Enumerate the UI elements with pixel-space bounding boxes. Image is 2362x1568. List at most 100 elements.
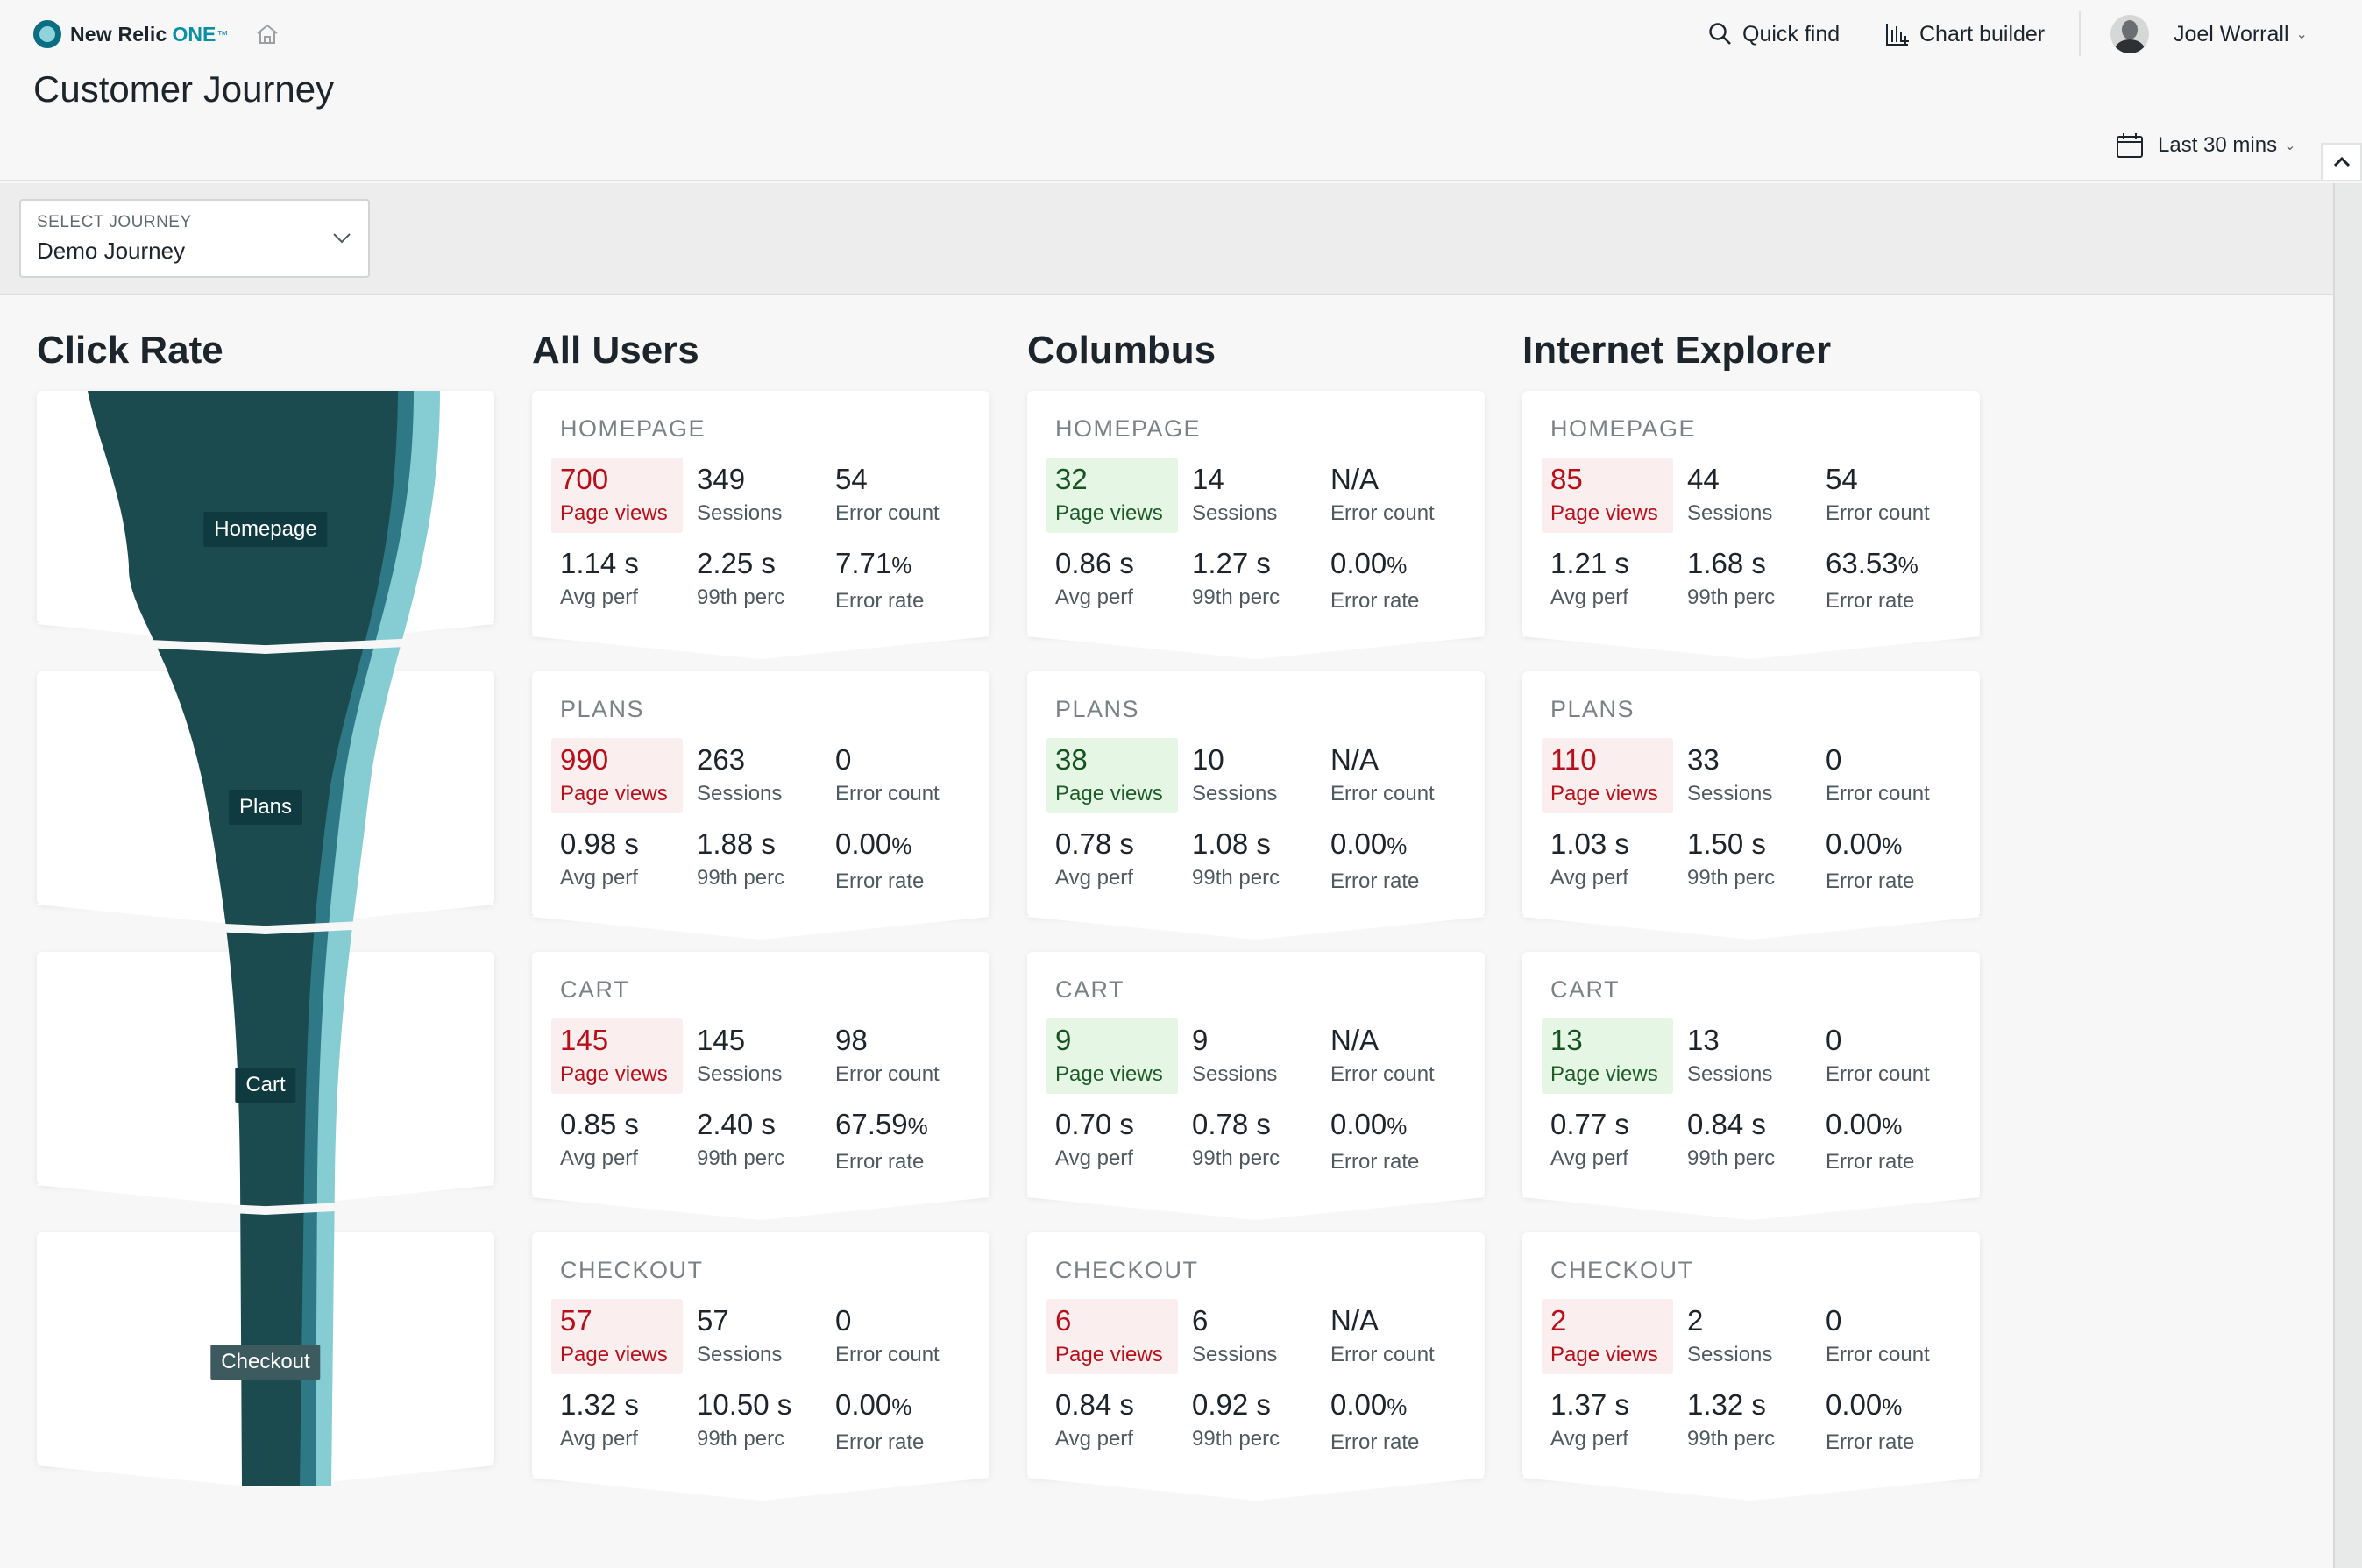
journey-select-label: SELECT JOURNEY [37, 213, 192, 231]
quick-find-button[interactable]: Quick find [1707, 18, 1840, 51]
error-rate-value: 0.00 [1826, 1388, 1883, 1421]
error-count-label: Error count [1330, 1062, 1435, 1086]
journey-select[interactable]: SELECT JOURNEY Demo Journey [19, 199, 370, 278]
avg-perf-label: Avg perf [1550, 1427, 1628, 1451]
page-views-value: 110 [1550, 743, 1597, 776]
page-views-value: 990 [560, 743, 609, 776]
step-name: CART [1055, 976, 1125, 1003]
new-relic-logo[interactable]: New Relic ONE ™ [33, 19, 228, 49]
chart-builder-icon [1886, 24, 1909, 46]
error-count-label: Error count [1826, 1343, 1930, 1366]
step-name: CHECKOUT [1550, 1257, 1694, 1283]
avg-perf-value: 1.03 s [1550, 827, 1629, 860]
funnel-label-checkout: Checkout [210, 1345, 321, 1380]
p99-label: 99th perc [697, 1146, 785, 1170]
filter-bar: SELECT JOURNEY Demo Journey [0, 183, 2362, 295]
user-menu[interactable]: Joel Worrall ⌄ [2110, 15, 2308, 53]
error-rate-metric: 0.00% Error rate [835, 1383, 967, 1458]
error-count-value: 54 [835, 463, 868, 495]
error-count-metric: 0 Error count [1826, 1018, 1957, 1094]
error-rate-value: 0.00 [1826, 827, 1883, 860]
page-views-value: 85 [1550, 463, 1583, 495]
avg-perf-metric: 1.14 s Avg perf [560, 542, 692, 617]
collapse-button[interactable] [2321, 143, 2362, 181]
error-rate-value: 67.59 [835, 1108, 908, 1140]
p99-metric: 1.68 s 99th perc [1687, 542, 1819, 617]
chevron-up-icon [2333, 156, 2350, 167]
step-card-internet-explorer-cart[interactable]: CART 13 Page views 13 Sessions 0 Error c… [1522, 952, 1980, 1197]
step-card-columbus-cart[interactable]: CART 9 Page views 9 Sessions N/A Error c… [1027, 952, 1485, 1197]
avg-perf-metric: 1.32 s Avg perf [560, 1383, 692, 1458]
sessions-metric: 14 Sessions [1192, 458, 1323, 533]
p99-label: 99th perc [1192, 1427, 1280, 1451]
sessions-label: Sessions [1192, 782, 1278, 805]
error-count-metric: 98 Error count [835, 1018, 967, 1094]
avg-perf-metric: 1.37 s Avg perf [1550, 1383, 1682, 1458]
p99-label: 99th perc [1192, 585, 1280, 609]
percent-sign: % [1387, 1113, 1408, 1139]
error-count-metric: N/A Error count [1330, 458, 1462, 533]
error-count-metric: N/A Error count [1330, 1018, 1462, 1094]
p99-label: 99th perc [697, 1427, 785, 1451]
step-card-internet-explorer-checkout[interactable]: CHECKOUT 2 Page views 2 Sessions 0 Error… [1522, 1232, 1980, 1478]
error-rate-value: 0.00 [1826, 1108, 1883, 1140]
sessions-metric: 349 Sessions [697, 458, 828, 533]
error-rate-value: 63.53 [1826, 547, 1898, 579]
step-card-columbus-homepage[interactable]: HOMEPAGE 32 Page views 14 Sessions N/A E… [1027, 391, 1485, 636]
sessions-metric: 263 Sessions [697, 738, 828, 813]
error-count-value: 54 [1826, 463, 1858, 495]
error-rate-metric: 0.00% Error rate [1330, 1103, 1462, 1178]
error-rate-label: Error rate [835, 869, 925, 893]
error-rate-label: Error rate [835, 589, 925, 613]
time-picker[interactable]: Last 30 mins ⌄ [2116, 130, 2295, 161]
page-views-value: 32 [1055, 463, 1088, 495]
step-card-all-users-checkout[interactable]: CHECKOUT 57 Page views 57 Sessions 0 Err… [532, 1232, 989, 1478]
funnel-label-homepage: Homepage [203, 512, 328, 547]
p99-metric: 1.32 s 99th perc [1687, 1383, 1819, 1458]
page-views-metric: 85 Page views [1542, 458, 1673, 533]
avg-perf-label: Avg perf [1550, 866, 1628, 890]
page-views-label: Page views [1550, 782, 1658, 805]
p99-value: 1.08 s [1192, 827, 1271, 860]
step-card-internet-explorer-plans[interactable]: PLANS 110 Page views 33 Sessions 0 Error… [1522, 671, 1980, 917]
sessions-value: 57 [697, 1304, 729, 1337]
page-views-metric: 9 Page views [1046, 1018, 1178, 1094]
p99-metric: 2.40 s 99th perc [697, 1103, 828, 1178]
sessions-label: Sessions [1687, 501, 1773, 525]
error-rate-metric: 67.59% Error rate [835, 1103, 967, 1178]
p99-value: 1.32 s [1687, 1388, 1766, 1421]
step-card-columbus-checkout[interactable]: CHECKOUT 6 Page views 6 Sessions N/A Err… [1027, 1232, 1485, 1478]
avg-perf-value: 1.37 s [1550, 1388, 1629, 1421]
sessions-metric: 13 Sessions [1687, 1018, 1819, 1094]
avg-perf-value: 0.70 s [1055, 1108, 1134, 1140]
page-views-metric: 57 Page views [551, 1299, 683, 1374]
error-count-label: Error count [835, 501, 940, 525]
chevron-down-icon: ⌄ [2284, 138, 2296, 153]
percent-sign: % [891, 1394, 912, 1420]
step-card-columbus-plans[interactable]: PLANS 38 Page views 10 Sessions N/A Erro… [1027, 671, 1485, 917]
percent-sign: % [891, 833, 912, 859]
sessions-label: Sessions [1192, 1343, 1278, 1366]
error-rate-value-wrap: 0.00% [835, 827, 911, 861]
percent-sign: % [1882, 833, 1903, 859]
step-card-internet-explorer-homepage[interactable]: HOMEPAGE 85 Page views 44 Sessions 54 Er… [1522, 391, 1980, 636]
page-views-label: Page views [560, 1062, 668, 1086]
home-icon[interactable] [254, 21, 280, 47]
error-count-label: Error count [1330, 782, 1435, 805]
p99-value: 0.78 s [1192, 1108, 1271, 1140]
p99-metric: 1.88 s 99th perc [697, 822, 828, 898]
percent-sign: % [1897, 552, 1919, 578]
error-rate-label: Error rate [1330, 869, 1420, 893]
error-rate-value-wrap: 0.00% [1826, 1108, 1902, 1141]
error-count-label: Error count [835, 782, 940, 805]
error-rate-metric: 7.71% Error rate [835, 542, 967, 617]
step-card-all-users-cart[interactable]: CART 145 Page views 145 Sessions 98 Erro… [532, 952, 989, 1197]
step-card-all-users-homepage[interactable]: HOMEPAGE 700 Page views 349 Sessions 54 … [532, 391, 989, 636]
funnel-label-plans: Plans [228, 790, 303, 825]
error-count-label: Error count [1330, 501, 1435, 525]
error-rate-label: Error rate [1826, 869, 1915, 893]
step-card-all-users-plans[interactable]: PLANS 990 Page views 263 Sessions 0 Erro… [532, 671, 989, 917]
error-count-value: 0 [1826, 1304, 1842, 1337]
error-count-metric: 0 Error count [835, 1299, 967, 1374]
chart-builder-button[interactable]: Chart builder [1884, 18, 2045, 51]
